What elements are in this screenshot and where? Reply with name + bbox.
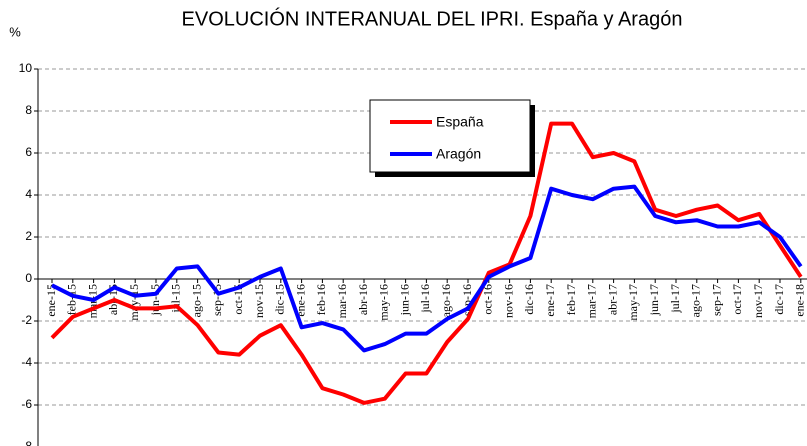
x-tick-label: jun-17 bbox=[647, 284, 661, 316]
x-tick-label: dic-16 bbox=[522, 284, 536, 315]
legend-label: Aragón bbox=[436, 146, 481, 162]
series-line bbox=[51, 184, 803, 353]
x-tick-label: sep-17 bbox=[709, 284, 723, 316]
y-tick-label: -6 bbox=[21, 397, 32, 411]
legend-label: España bbox=[436, 114, 484, 130]
y-tick-label: -4 bbox=[21, 355, 32, 369]
y-tick-label: 8 bbox=[25, 103, 32, 117]
x-tick-label: mar-17 bbox=[585, 284, 599, 318]
x-tick-label: nov-16 bbox=[501, 284, 515, 318]
y-axis-label: % bbox=[9, 24, 21, 39]
x-tick-label: jun-16 bbox=[397, 284, 411, 316]
legend: España Aragón bbox=[369, 99, 535, 177]
x-tick-label: ene-15 bbox=[44, 284, 58, 317]
x-tick-label: oct-16 bbox=[481, 284, 495, 315]
y-tick-label: 2 bbox=[25, 229, 32, 243]
x-tick-label: may-17 bbox=[626, 284, 640, 321]
y-tick-label: 6 bbox=[25, 145, 32, 159]
series-line bbox=[50, 121, 803, 405]
x-tick-label: oct-17 bbox=[730, 284, 744, 315]
x-tick-label: abr-16 bbox=[356, 284, 370, 315]
x-tick-label: ene-18 bbox=[793, 284, 807, 317]
x-tick-label: dic-15 bbox=[273, 284, 287, 315]
x-tick-label: feb-15 bbox=[65, 284, 79, 315]
x-tick-label: nov-17 bbox=[751, 284, 765, 318]
x-tick-label: ago-15 bbox=[189, 284, 203, 317]
x-tick-label: jul-17 bbox=[668, 284, 682, 314]
legend-box bbox=[369, 99, 531, 173]
x-tick-label: ene-17 bbox=[543, 284, 557, 317]
x-tick-label: mar-16 bbox=[335, 284, 349, 318]
x-tick-label: may-16 bbox=[377, 284, 391, 321]
y-tick-label: 0 bbox=[25, 271, 32, 285]
x-tick-label: oct-15 bbox=[231, 284, 245, 315]
x-tick-label: abr-17 bbox=[605, 284, 619, 315]
x-tick-label: nov-15 bbox=[252, 284, 266, 318]
x-tick-label: may-15 bbox=[127, 284, 141, 321]
x-tick-label: feb-17 bbox=[564, 284, 578, 315]
x-tick-label: ago-16 bbox=[439, 284, 453, 317]
y-tick-label: 10 bbox=[19, 61, 33, 75]
y-tick-label: -8 bbox=[21, 439, 32, 446]
x-tick-label: dic-17 bbox=[772, 284, 786, 315]
x-tick-label: jul-16 bbox=[418, 284, 432, 314]
y-tick-label: 4 bbox=[25, 187, 32, 201]
x-tick-label: feb-16 bbox=[314, 284, 328, 315]
x-tick-label: ago-17 bbox=[689, 284, 703, 317]
chart-title: EVOLUCIÓN INTERANUAL DEL IPRI. España y … bbox=[182, 7, 683, 30]
plot-area: -8-6-4-20246810ene-15feb-15mar-15abr-15m… bbox=[19, 61, 807, 446]
y-tick-label: -2 bbox=[21, 313, 32, 327]
